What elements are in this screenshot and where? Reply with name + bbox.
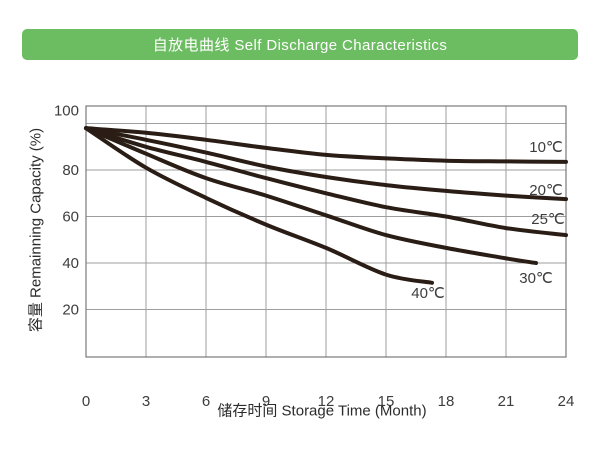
y-tick-label: 80 bbox=[62, 162, 79, 179]
x-tick-label: 0 bbox=[82, 393, 90, 410]
curve-10℃ bbox=[84, 126, 568, 164]
x-tick-label: 12 bbox=[318, 393, 335, 410]
curve-20℃ bbox=[84, 126, 568, 202]
y-tick-label: 100 bbox=[54, 103, 79, 120]
x-axis-title: 储存时间 Storage Time (Month) bbox=[217, 402, 427, 420]
chart-title-bar: 自放电曲线 Self Discharge Characteristics bbox=[22, 29, 578, 60]
curve-label-10℃: 10℃ bbox=[529, 139, 563, 156]
y-tick-label: 20 bbox=[62, 302, 79, 319]
curve-label-30℃: 30℃ bbox=[519, 270, 553, 287]
x-tick-label: 24 bbox=[558, 393, 575, 410]
x-tick-label: 15 bbox=[378, 393, 395, 410]
curve-label-40℃: 40℃ bbox=[411, 285, 445, 302]
y-axis-title: 容量 Remainning Capacity (%) bbox=[27, 127, 45, 333]
curve-40℃ bbox=[84, 126, 434, 285]
x-tick-label: 21 bbox=[498, 393, 515, 410]
x-tick-label: 6 bbox=[202, 393, 210, 410]
curve-label-25℃: 25℃ bbox=[531, 211, 565, 228]
y-tick-label: 60 bbox=[62, 209, 79, 226]
curve-30℃ bbox=[84, 126, 538, 265]
chart-title: 自放电曲线 Self Discharge Characteristics bbox=[152, 37, 448, 54]
x-tick-label: 3 bbox=[142, 393, 150, 410]
plot-border bbox=[85, 105, 567, 358]
x-tick-label: 9 bbox=[262, 393, 270, 410]
x-tick-label: 18 bbox=[438, 393, 455, 410]
curve-label-20℃: 20℃ bbox=[529, 182, 563, 199]
curve-25℃ bbox=[84, 126, 568, 238]
y-tick-label: 40 bbox=[62, 255, 79, 272]
